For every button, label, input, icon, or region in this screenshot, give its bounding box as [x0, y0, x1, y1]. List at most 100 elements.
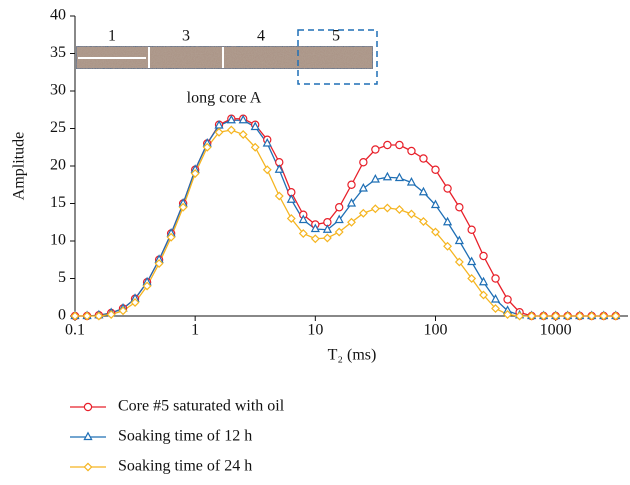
- marker: [358, 208, 368, 218]
- marker: [310, 234, 320, 244]
- marker: [274, 191, 284, 201]
- legend-label: Core #5 saturated with oil: [118, 398, 285, 415]
- marker: [515, 311, 525, 321]
- marker: [418, 186, 429, 196]
- y-tick-label: 20: [50, 157, 66, 174]
- marker: [478, 276, 489, 286]
- marker: [226, 125, 236, 135]
- x-tick-label: 10: [307, 322, 323, 339]
- marker: [479, 290, 488, 300]
- inset-label: 5: [332, 28, 340, 45]
- marker: [611, 311, 621, 321]
- marker: [419, 154, 428, 163]
- marker: [394, 172, 405, 182]
- marker: [238, 130, 248, 139]
- highlight-box: [297, 29, 378, 85]
- x-tick-label: 1000: [540, 322, 572, 339]
- marker: [587, 311, 597, 321]
- y-tick-label: 10: [50, 232, 66, 249]
- y-axis-label: Amplitude: [11, 132, 28, 200]
- marker: [382, 203, 392, 213]
- marker: [406, 177, 417, 186]
- y-tick-label: 35: [50, 44, 66, 61]
- marker: [358, 183, 368, 192]
- marker: [334, 227, 344, 237]
- marker: [407, 209, 416, 219]
- marker: [154, 259, 164, 268]
- marker: [382, 171, 393, 181]
- marker: [334, 203, 344, 212]
- marker: [178, 202, 188, 212]
- marker: [142, 281, 152, 291]
- y-tick-label: 25: [50, 119, 66, 136]
- marker: [467, 274, 477, 283]
- inset-label: 3: [182, 28, 190, 45]
- series-line: [75, 118, 616, 317]
- marker: [334, 214, 344, 224]
- y-tick-label: 0: [58, 307, 66, 324]
- inset-label: 1: [108, 28, 116, 45]
- marker: [370, 174, 380, 183]
- marker: [527, 311, 537, 321]
- marker: [490, 294, 501, 303]
- marker: [238, 114, 248, 124]
- inset-caption: long core A: [187, 90, 262, 107]
- marker: [359, 158, 368, 167]
- marker: [454, 235, 464, 245]
- marker: [118, 306, 128, 316]
- marker: [286, 214, 296, 223]
- marker: [442, 216, 453, 226]
- marker: [443, 184, 452, 193]
- marker: [503, 295, 512, 304]
- marker: [322, 224, 332, 233]
- legend-label: Soaking time of 12 h: [118, 428, 252, 445]
- marker: [383, 140, 392, 150]
- y-tick-label: 30: [50, 82, 66, 99]
- x-axis-label: T₂ (ms): [328, 347, 377, 364]
- marker: [539, 311, 549, 321]
- y-tick-label: 15: [50, 194, 66, 211]
- marker: [322, 233, 332, 243]
- marker: [467, 256, 477, 266]
- marker: [467, 225, 476, 234]
- y-tick-label: 5: [58, 269, 66, 286]
- series-line: [75, 119, 616, 317]
- marker: [575, 311, 585, 321]
- marker: [395, 140, 404, 150]
- marker: [431, 227, 440, 237]
- marker: [82, 311, 92, 321]
- marker: [274, 164, 284, 173]
- marker: [407, 146, 416, 156]
- marker: [130, 298, 140, 307]
- x-tick-label: 0.1: [65, 322, 85, 339]
- marker: [455, 203, 464, 212]
- marker: [599, 311, 609, 321]
- marker: [431, 165, 440, 174]
- legend-marker: [83, 402, 93, 412]
- y-tick-label: 40: [50, 7, 66, 24]
- marker: [226, 114, 236, 124]
- inset: 1 3 4 5 long core A: [75, 28, 378, 107]
- marker: [491, 274, 500, 283]
- inset-label: 4: [257, 28, 265, 45]
- marker: [479, 251, 488, 261]
- marker: [347, 217, 356, 227]
- marker: [419, 217, 428, 226]
- marker: [190, 169, 200, 178]
- marker: [298, 229, 308, 238]
- marker: [443, 241, 453, 251]
- marker: [202, 142, 212, 152]
- marker: [250, 121, 260, 131]
- legend-marker: [83, 431, 93, 441]
- marker: [250, 142, 260, 152]
- marker: [166, 232, 176, 242]
- marker: [298, 214, 308, 224]
- marker: [310, 223, 320, 233]
- marker: [262, 165, 272, 175]
- marker: [394, 205, 404, 214]
- series-line: [75, 129, 616, 317]
- marker: [551, 311, 561, 321]
- legend-marker: [83, 462, 93, 472]
- marker: [347, 180, 356, 189]
